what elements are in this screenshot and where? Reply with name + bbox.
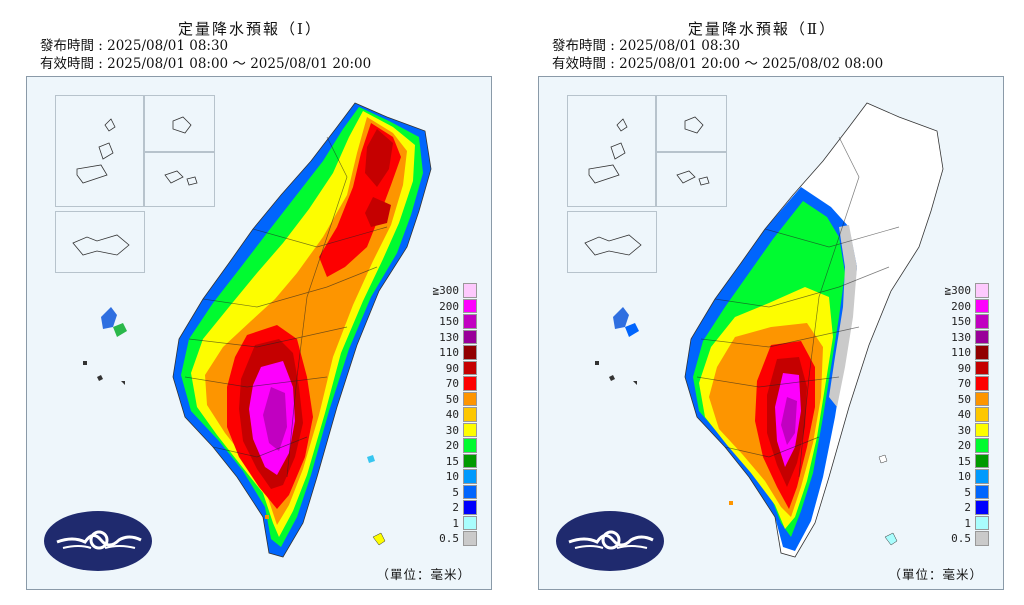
legend-label: 15: [957, 454, 971, 468]
taiwan-rainfall-shapes: [72, 102, 432, 558]
legend-swatch: [463, 391, 477, 407]
rainfall-map: ≧300 200 150 130 110 90 70 50 40 30 20 15 10 5 2 1 0.5 （…: [26, 76, 492, 590]
valid-time: 有效時間 : 2025/08/01 08:00 ～ 2025/08/01 20:…: [40, 56, 372, 72]
cwa-logo-icon: [556, 511, 664, 571]
legend-label: 150: [951, 315, 971, 328]
legend-label: 150: [439, 315, 459, 328]
legend-swatch: [975, 376, 989, 391]
issued-time: 發布時間 : 2025/08/01 08:30: [40, 38, 229, 54]
inset-islands-c: [55, 211, 145, 273]
legend-label: 110: [951, 346, 971, 359]
legend-swatch: [463, 484, 477, 500]
legend-label: 5: [964, 485, 971, 499]
legend-swatch: [463, 469, 477, 484]
legend-swatch: [463, 329, 477, 345]
valid-time: 有效時間 : 2025/08/01 20:00 ～ 2025/08/02 08:…: [552, 56, 884, 72]
legend-label: 30: [957, 423, 971, 437]
rainfall-legend: ≧300 200 150 130 110 90 70 50 40 30 20 15 10 5 2 1 0.5: [433, 283, 491, 563]
cwa-logo-icon: [44, 511, 152, 571]
legend-label: 30: [445, 423, 459, 437]
legend-swatch: [975, 329, 989, 345]
inset-islands-b: [655, 151, 727, 207]
legend-swatch: [975, 298, 989, 314]
legend-label: 130: [951, 330, 971, 344]
legend-label: 130: [439, 330, 459, 344]
legend-label: 40: [957, 408, 971, 421]
legend-label: 0.5: [439, 532, 459, 545]
legend-swatch: [975, 515, 989, 531]
legend-swatch: [463, 438, 477, 453]
legend-label: 70: [957, 377, 971, 390]
legend-swatch: [975, 407, 989, 422]
issued-time: 發布時間 : 2025/08/01 08:30: [552, 38, 741, 54]
inset-islands-a: [655, 95, 727, 153]
legend-swatch: [463, 376, 477, 391]
legend-swatch: [975, 469, 989, 484]
legend-label: 40: [445, 408, 459, 421]
legend-label: 2: [452, 501, 459, 514]
legend-swatch: [975, 531, 989, 546]
legend-swatch: [463, 407, 477, 422]
legend-swatch: [975, 453, 989, 469]
legend-label: 200: [439, 299, 459, 313]
rainfall-legend: ≧300 200 150 130 110 90 70 50 40 30 20 15 10 5 2 1 0.5: [945, 283, 1003, 563]
legend-label: 1: [964, 516, 971, 530]
qpf-panel-1: 定量降水預報（Ⅰ） 發布時間 : 2025/08/01 08:30 有效時間 :…: [0, 0, 500, 605]
legend-label: 5: [452, 485, 459, 499]
legend-swatch: [463, 500, 477, 515]
panel-title: 定量降水預報（Ⅱ）: [687, 20, 837, 38]
legend-swatch: [463, 422, 477, 438]
inset-islands-c: [567, 211, 657, 273]
legend-swatch: [463, 531, 477, 546]
legend-swatch: [975, 438, 989, 453]
legend-swatch: [463, 360, 477, 376]
legend-label: 15: [445, 454, 459, 468]
legend-swatch: [975, 500, 989, 515]
unit-label: （單位：毫米）: [888, 567, 983, 582]
legend-swatch: [975, 283, 989, 298]
legend-label: 200: [951, 299, 971, 313]
legend-label: 1: [452, 516, 459, 530]
legend-label: ≧300: [432, 284, 460, 297]
legend-label: 70: [445, 377, 459, 390]
legend-swatch: [975, 391, 989, 407]
legend-swatch: [975, 345, 989, 360]
legend-label: 2: [964, 501, 971, 514]
legend-label: 10: [445, 470, 459, 483]
inset-islands-a: [143, 95, 215, 153]
legend-label: 50: [957, 392, 971, 406]
qpf-panel-2: 定量降水預報（Ⅱ） 發布時間 : 2025/08/01 08:30 有效時間 :…: [512, 0, 1012, 605]
legend-swatch: [975, 314, 989, 329]
legend-swatch: [463, 345, 477, 360]
legend-swatch: [463, 515, 477, 531]
legend-swatch: [463, 453, 477, 469]
legend-label: 90: [957, 361, 971, 375]
legend-label: 90: [445, 361, 459, 375]
legend-label: 50: [445, 392, 459, 406]
legend-label: 110: [439, 346, 459, 359]
legend-swatch: [463, 283, 477, 298]
legend-label: 0.5: [951, 532, 971, 545]
legend-swatch: [975, 484, 989, 500]
inset-islands-b: [143, 151, 215, 207]
panel-title: 定量降水預報（Ⅰ）: [178, 20, 322, 38]
legend-swatch: [975, 360, 989, 376]
legend-label: 20: [445, 439, 459, 452]
legend-label: 10: [957, 470, 971, 483]
unit-label: （單位：毫米）: [376, 567, 471, 582]
legend-label: 20: [957, 439, 971, 452]
legend-swatch: [463, 314, 477, 329]
legend-swatch: [463, 298, 477, 314]
taiwan-rainfall-shapes: [584, 102, 944, 558]
legend-label: ≧300: [944, 284, 972, 297]
legend-swatch: [975, 422, 989, 438]
rainfall-map: ≧300 200 150 130 110 90 70 50 40 30 20 15 10 5 2 1 0.5 （…: [538, 76, 1004, 590]
